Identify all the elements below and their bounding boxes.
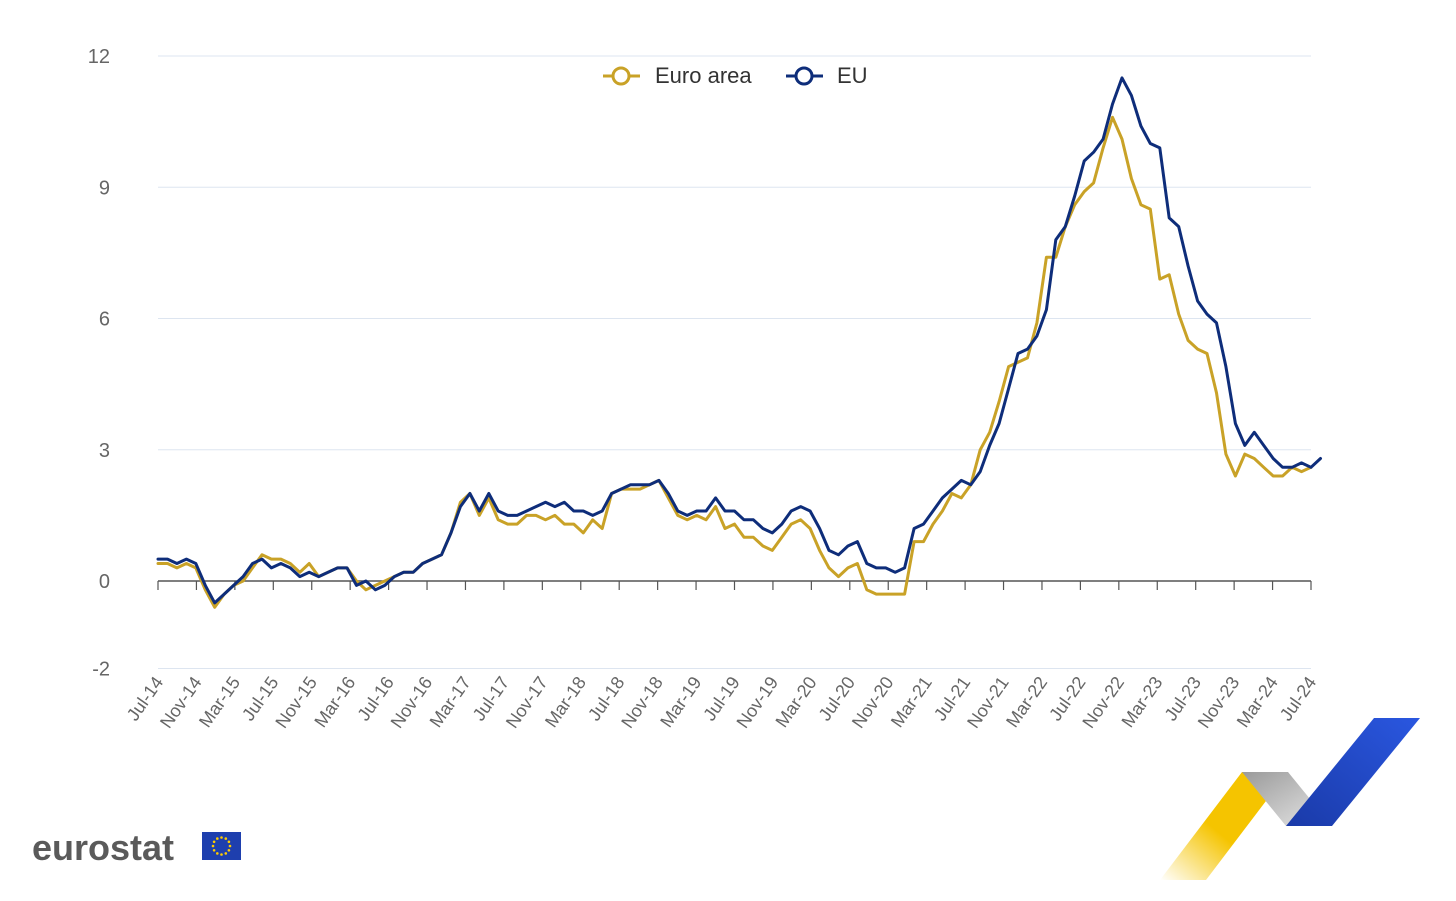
flag-star-icon bbox=[228, 844, 232, 848]
x-tick-label: Mar-17 bbox=[426, 673, 475, 731]
grid-lines bbox=[158, 55, 1311, 669]
x-tick-label: Mar-20 bbox=[772, 673, 821, 731]
flag-star-icon bbox=[224, 852, 228, 855]
x-tick-label: Jul-24 bbox=[1276, 673, 1321, 725]
x-tick-label: Mar-16 bbox=[310, 673, 359, 731]
flag-star-icon bbox=[224, 837, 228, 840]
flag-star-icon bbox=[227, 849, 231, 852]
flag-star-icon bbox=[211, 844, 215, 848]
series-line-euro-area bbox=[156, 115, 1313, 609]
series-line-eu bbox=[156, 76, 1322, 605]
flag-star-icon bbox=[227, 840, 231, 844]
swoosh-blue-band bbox=[1286, 718, 1420, 826]
x-tick-label: Mar-22 bbox=[1002, 673, 1051, 731]
eurostat-logo-text: eurostat bbox=[32, 827, 174, 868]
flag-star-icon bbox=[216, 837, 219, 840]
x-tick-label: Mar-24 bbox=[1233, 673, 1282, 731]
series-lines bbox=[156, 76, 1322, 609]
eurostat-swoosh-icon bbox=[1160, 718, 1420, 880]
flag-star-icon bbox=[220, 853, 223, 856]
legend-label-eu: EU bbox=[837, 63, 868, 88]
legend-label-euro-area: Euro area bbox=[655, 63, 752, 88]
eu-flag-stars-icon bbox=[211, 836, 232, 856]
flag-star-icon bbox=[212, 840, 216, 844]
y-tick-label: 0 bbox=[99, 571, 110, 593]
x-axis-ticks: Jul-14Nov-14Mar-15Jul-15Nov-15Mar-16Jul-… bbox=[123, 581, 1321, 732]
legend-item-euro-area[interactable]: Euro area bbox=[603, 63, 752, 88]
y-axis-ticks: 12 9 6 3 0 -2 bbox=[88, 46, 110, 681]
x-tick-label: Mar-15 bbox=[195, 673, 244, 731]
x-tick-label: Mar-19 bbox=[656, 673, 705, 731]
legend-marker-euro-area bbox=[611, 66, 631, 86]
eurostat-logo: eurostat bbox=[32, 827, 241, 868]
y-tick-label: 12 bbox=[88, 46, 110, 68]
y-tick-label: 9 bbox=[99, 177, 110, 199]
x-tick-label: Mar-18 bbox=[541, 673, 590, 731]
flag-star-icon bbox=[212, 849, 216, 852]
y-tick-label: -2 bbox=[92, 659, 110, 681]
flag-star-icon bbox=[216, 852, 219, 855]
x-tick-label: Mar-21 bbox=[887, 673, 936, 731]
swoosh-yellow-band bbox=[1160, 772, 1288, 880]
y-tick-label: 6 bbox=[99, 309, 110, 331]
y-tick-label: 3 bbox=[99, 440, 110, 462]
x-tick-label: Mar-23 bbox=[1117, 673, 1166, 731]
legend: Euro area EU bbox=[603, 63, 868, 88]
legend-marker-eu bbox=[794, 66, 814, 86]
legend-item-eu[interactable]: EU bbox=[786, 63, 868, 88]
flag-star-icon bbox=[220, 836, 223, 839]
